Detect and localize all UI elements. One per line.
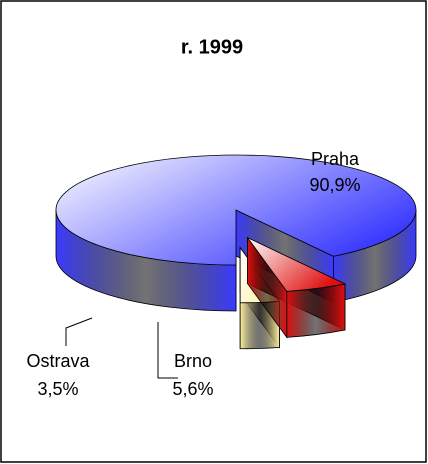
slice — [247, 237, 347, 292]
slice-value-label: 3,5% — [37, 379, 78, 399]
slice-wall — [286, 283, 346, 338]
slice-label: Praha — [311, 149, 360, 169]
slice-label: Brno — [174, 351, 212, 371]
slice-label: Ostrava — [26, 351, 90, 371]
leader-line — [65, 317, 93, 346]
leader-line — [157, 322, 178, 379]
slice-value-label: 5,6% — [172, 379, 213, 399]
chart-title: r. 1999 — [181, 36, 243, 58]
slice — [55, 154, 417, 266]
slice-value-label: 90,9% — [309, 175, 360, 195]
